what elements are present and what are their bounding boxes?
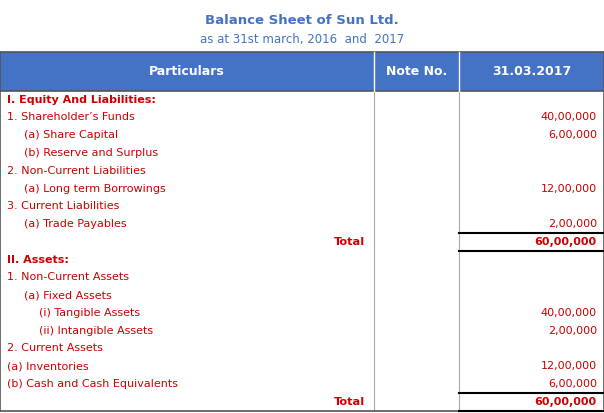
Text: 60,00,000: 60,00,000 bbox=[535, 396, 597, 407]
Text: 60,00,000: 60,00,000 bbox=[535, 237, 597, 247]
Text: Total: Total bbox=[334, 396, 365, 407]
Text: Particulars: Particulars bbox=[149, 65, 225, 78]
Bar bbox=[0, 52, 604, 91]
Text: (a) Long term Borrowings: (a) Long term Borrowings bbox=[24, 183, 166, 194]
Text: as at 31st march, 2016  and  2017: as at 31st march, 2016 and 2017 bbox=[200, 33, 404, 46]
Text: Note No.: Note No. bbox=[386, 65, 448, 78]
Text: (a) Fixed Assets: (a) Fixed Assets bbox=[24, 290, 112, 300]
Text: 2. Non-Current Liabilities: 2. Non-Current Liabilities bbox=[7, 166, 146, 176]
Text: Balance Sheet of Sun Ltd.: Balance Sheet of Sun Ltd. bbox=[205, 14, 399, 27]
Text: II. Assets:: II. Assets: bbox=[7, 254, 69, 265]
Text: 2,00,000: 2,00,000 bbox=[548, 219, 597, 229]
Text: 2,00,000: 2,00,000 bbox=[548, 325, 597, 336]
Text: 3. Current Liabilities: 3. Current Liabilities bbox=[7, 201, 120, 211]
Text: 40,00,000: 40,00,000 bbox=[541, 112, 597, 123]
Text: 31.03.2017: 31.03.2017 bbox=[492, 65, 571, 78]
Text: 1. Shareholder’s Funds: 1. Shareholder’s Funds bbox=[7, 112, 135, 123]
Text: (b) Cash and Cash Equivalents: (b) Cash and Cash Equivalents bbox=[7, 379, 178, 389]
Text: (b) Reserve and Surplus: (b) Reserve and Surplus bbox=[24, 148, 158, 158]
Text: 12,00,000: 12,00,000 bbox=[541, 361, 597, 371]
Text: (a) Share Capital: (a) Share Capital bbox=[24, 130, 118, 140]
Text: 12,00,000: 12,00,000 bbox=[541, 183, 597, 194]
Text: (ii) Intangible Assets: (ii) Intangible Assets bbox=[39, 325, 153, 336]
Text: 6,00,000: 6,00,000 bbox=[548, 379, 597, 389]
Text: 6,00,000: 6,00,000 bbox=[548, 130, 597, 140]
Text: 1. Non-Current Assets: 1. Non-Current Assets bbox=[7, 272, 129, 282]
Text: (a) Trade Payables: (a) Trade Payables bbox=[24, 219, 127, 229]
Text: Total: Total bbox=[334, 237, 365, 247]
Text: 40,00,000: 40,00,000 bbox=[541, 308, 597, 318]
Text: (a) Inventories: (a) Inventories bbox=[7, 361, 89, 371]
Text: I. Equity And Liabilities:: I. Equity And Liabilities: bbox=[7, 95, 156, 105]
Text: 2. Current Assets: 2. Current Assets bbox=[7, 343, 103, 354]
Text: (i) Tangible Assets: (i) Tangible Assets bbox=[39, 308, 140, 318]
